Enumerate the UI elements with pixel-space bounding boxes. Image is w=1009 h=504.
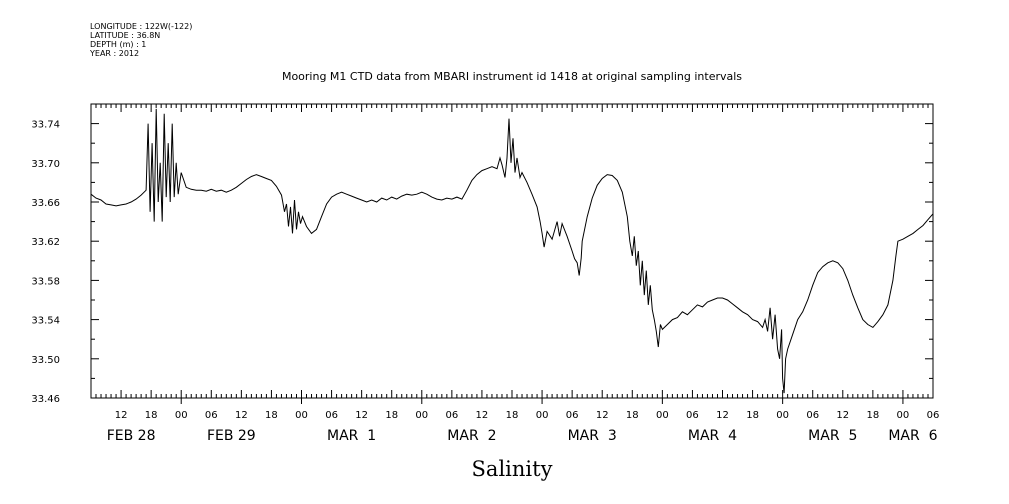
y-tick-labels: 33.46 33.50 33.54 33.58 33.62 33.66 33.70 33.74	[31, 120, 60, 405]
day-label: MAR 5	[808, 428, 857, 444]
day-label: MAR 6	[888, 428, 937, 444]
x-tick-label: 00	[776, 410, 789, 421]
x-tick-label: 06	[205, 410, 218, 421]
latitude-label: LATITUDE : 36.8N	[90, 31, 161, 40]
x-tick-label: 12	[115, 410, 128, 421]
x-tick-label: 18	[385, 410, 398, 421]
x-tick-label: 06	[806, 410, 819, 421]
x-tick-label: 18	[506, 410, 519, 421]
x-tick-label: 18	[265, 410, 278, 421]
x-axis-label: Salinity	[472, 457, 553, 481]
x-tick-label: 12	[596, 410, 609, 421]
x-tick-label: 18	[746, 410, 759, 421]
longitude-label: LONGITUDE : 122W(-122)	[90, 22, 193, 31]
day-label: FEB 28	[107, 428, 156, 444]
salinity-series-line	[90, 108, 934, 394]
x-tick-label: 06	[686, 410, 699, 421]
day-label: MAR 2	[447, 428, 496, 444]
chart-title: Mooring M1 CTD data from MBARI instrumen…	[282, 70, 742, 83]
x-tick-label: 06	[325, 410, 338, 421]
series-group	[90, 108, 934, 394]
x-tick-label: 18	[866, 410, 879, 421]
y-tick-label: 33.70	[31, 159, 60, 170]
y-tick-label: 33.58	[31, 276, 60, 287]
y-tick-label: 33.66	[31, 198, 60, 209]
y-tick-label: 33.50	[31, 355, 60, 366]
day-labels: FEB 28 FEB 29 MAR 1 MAR 2 MAR 3 MAR 4 MAR 5 MAR…	[107, 428, 938, 444]
x-tick-label: 12	[716, 410, 729, 421]
metadata-block: LONGITUDE : 122W(-122) LATITUDE : 36.8N …	[90, 22, 192, 58]
day-label: MAR 3	[568, 428, 617, 444]
x-tick-label: 18	[145, 410, 158, 421]
x-tick-labels: 12 18 00 06 12 18 00 06 12 18 00 06 12 18 00 06 12 18 00 06…	[115, 410, 940, 421]
x-tick-label: 00	[656, 410, 669, 421]
y-tick-label: 33.54	[31, 316, 60, 327]
year-label: YEAR : 2012	[90, 49, 140, 58]
x-tick-label: 00	[415, 410, 428, 421]
x-tick-label: 06	[566, 410, 579, 421]
x-tick-label: 12	[235, 410, 248, 421]
axis-ticks	[90, 103, 934, 404]
x-tick-label: 12	[476, 410, 489, 421]
depth-label: DEPTH (m) : 1	[90, 40, 147, 49]
x-tick-label: 18	[626, 410, 639, 421]
day-label: MAR 1	[327, 428, 376, 444]
day-label: MAR 4	[688, 428, 737, 444]
x-tick-label: 06	[927, 410, 940, 421]
y-tick-label: 33.74	[31, 120, 60, 131]
y-tick-label: 33.46	[31, 394, 60, 405]
x-tick-label: 00	[897, 410, 910, 421]
x-tick-label: 00	[175, 410, 188, 421]
x-tick-label: 12	[355, 410, 368, 421]
y-tick-label: 33.62	[31, 237, 60, 248]
x-tick-label: 00	[536, 410, 549, 421]
x-tick-label: 06	[445, 410, 458, 421]
x-tick-label: 00	[295, 410, 308, 421]
day-label: FEB 29	[207, 428, 256, 444]
x-tick-label: 12	[836, 410, 849, 421]
